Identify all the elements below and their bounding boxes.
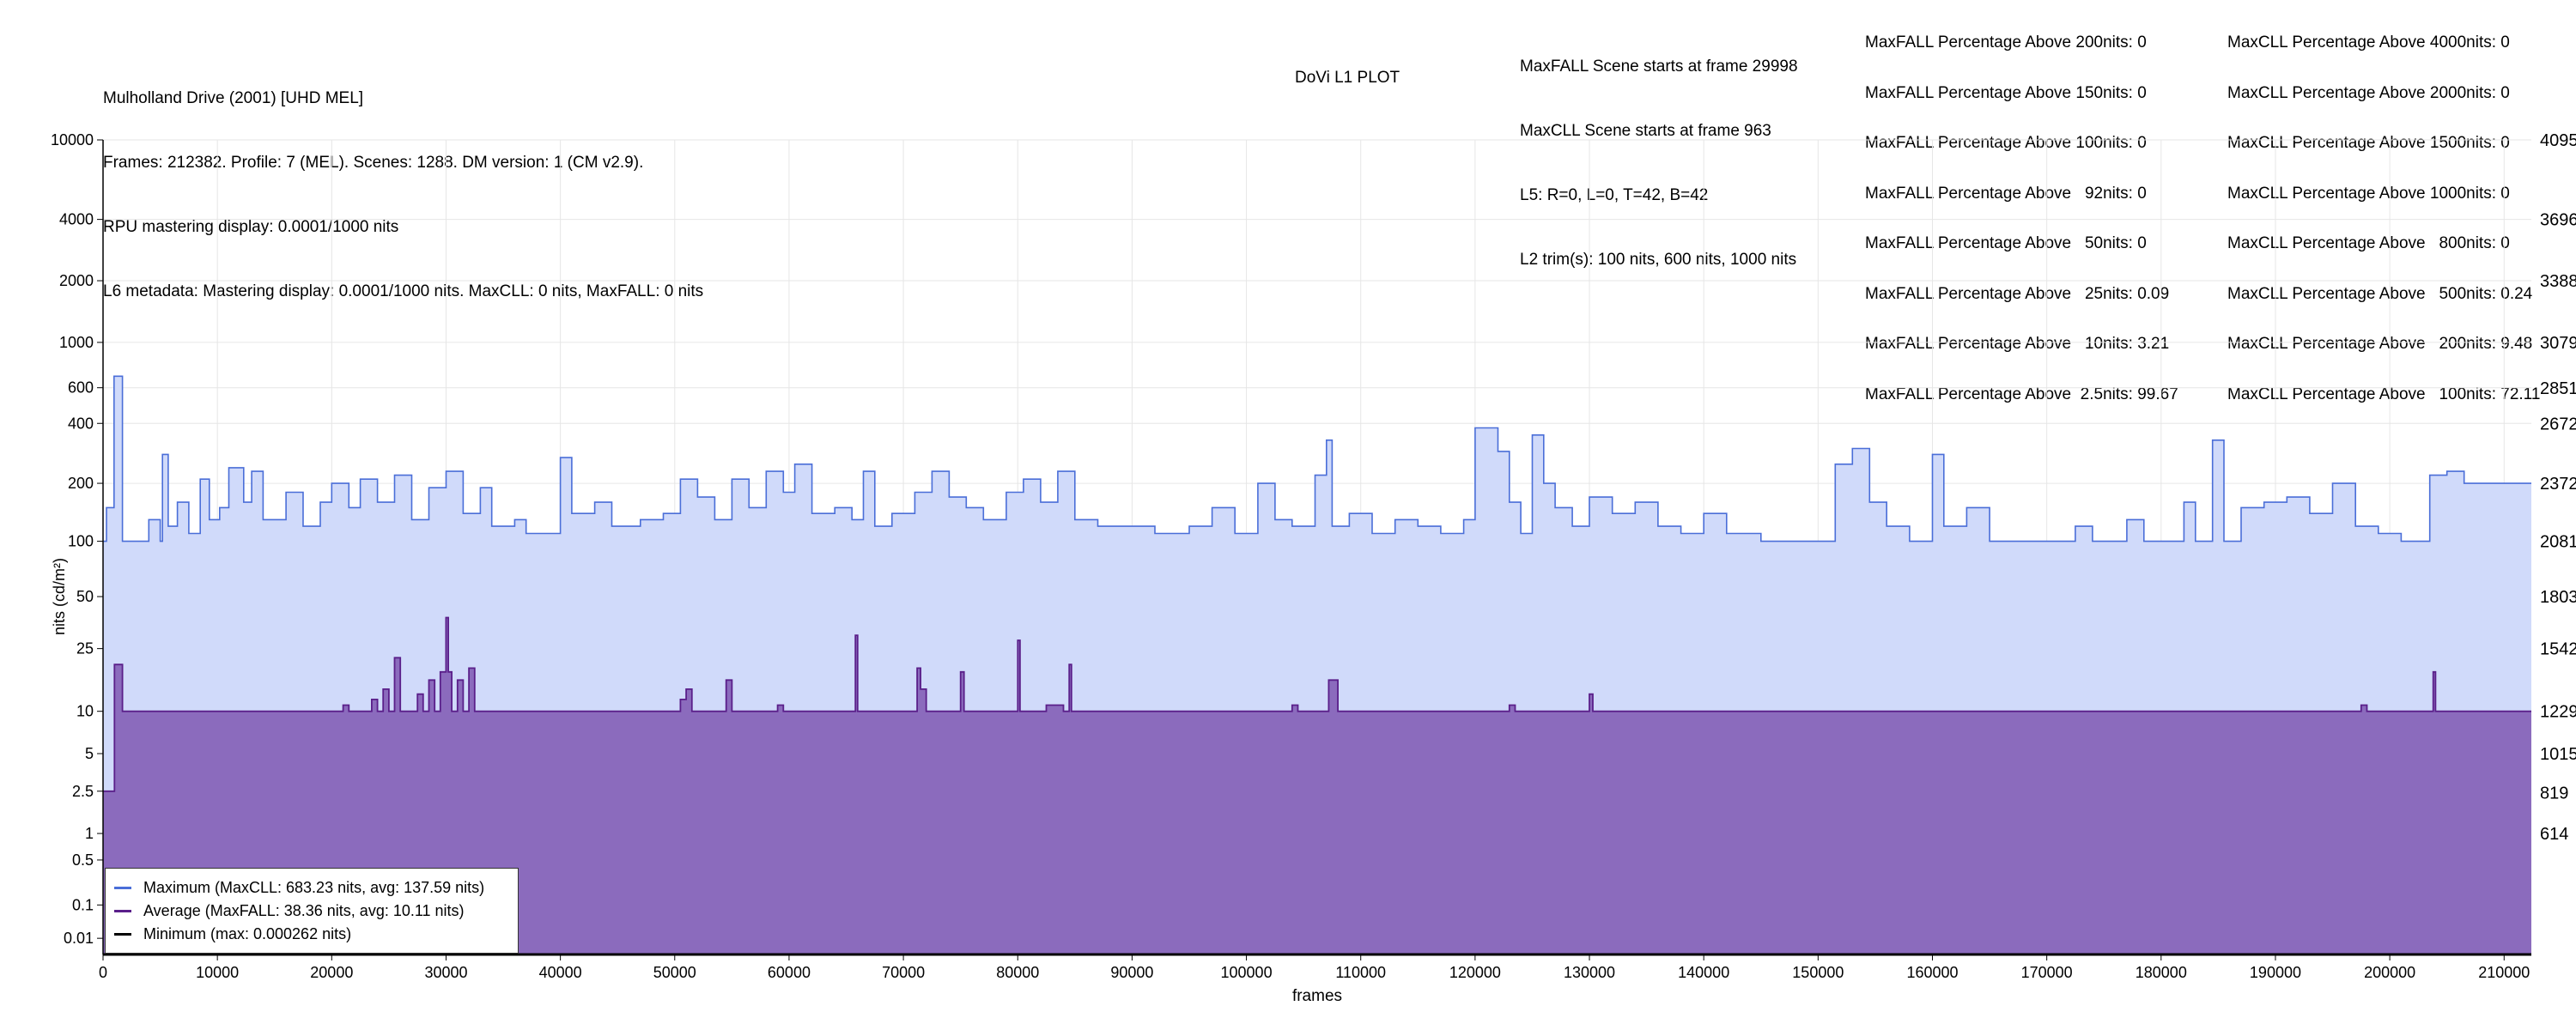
y-tick-label: 10000	[51, 131, 94, 148]
x-tick-label: 150000	[1792, 964, 1844, 981]
legend-label-maximum: Maximum (MaxCLL: 683.23 nits, avg: 137.5…	[143, 879, 485, 896]
series-maximum-line	[103, 375, 2531, 542]
maxcll-stat-row: MaxCLL Percentage Above 4000nits: 0	[2227, 33, 2510, 52]
y-tick-label: 0.1	[72, 896, 94, 913]
maxfall-stat-row: MaxFALL Percentage Above 2.5nits: 99.67	[1865, 385, 2178, 403]
y-right-tick-label: 3079	[2540, 334, 2576, 353]
y-tick-label: 10	[76, 703, 94, 720]
series-average-area	[103, 617, 2531, 954]
y-tick-label: 100	[68, 533, 94, 550]
maxfall-scene-info: MaxFALL Scene starts at frame 29998	[1520, 58, 1798, 76]
y-right-tick-label: 819	[2540, 784, 2568, 803]
x-tick-label: 90000	[1110, 964, 1153, 981]
frames-info: Frames: 212382. Profile: 7 (MEL). Scenes…	[103, 154, 644, 172]
y-right-tick-label: 1015	[2540, 745, 2576, 764]
y-tick-label: 2000	[59, 272, 94, 289]
legend-label-minimum: Minimum (max: 0.000262 nits)	[143, 925, 352, 942]
x-tick-label: 100000	[1221, 964, 1273, 981]
y-tick-label: 4000	[59, 211, 94, 228]
x-tick-label: 190000	[2250, 964, 2301, 981]
y-tick-label: 5	[85, 745, 94, 762]
y-tick-label: 0.01	[64, 930, 94, 947]
maxfall-stat-row: MaxFALL Percentage Above 50nits: 0	[1865, 234, 2147, 252]
y-tick-label: 2.5	[72, 783, 94, 800]
y-tick-label: 600	[68, 379, 94, 397]
y-right-tick-label: 3696	[2540, 211, 2576, 230]
y-right-tick-label: 1542	[2540, 640, 2576, 659]
y-right-tick-label: 2672	[2540, 415, 2576, 433]
maxcll-stat-row: MaxCLL Percentage Above 2000nits: 0	[2227, 83, 2510, 102]
legend-item-minimum: Minimum (max: 0.000262 nits)	[114, 922, 351, 946]
x-tick-label: 10000	[196, 964, 239, 981]
x-tick-label: 30000	[424, 964, 467, 981]
axis-layer	[97, 139, 2531, 960]
legend-label-average: Average (MaxFALL: 38.36 nits, avg: 10.11…	[143, 902, 465, 919]
maxcll-stat-row: MaxCLL Percentage Above 200nits: 9.48	[2227, 335, 2533, 353]
x-tick-label: 180000	[2136, 964, 2187, 981]
x-tick-label: 110000	[1335, 964, 1386, 981]
y-right-tick-label: 2372	[2540, 475, 2576, 494]
maxfall-stat-row: MaxFALL Percentage Above 200nits: 0	[1865, 33, 2147, 52]
x-tick-label: 40000	[539, 964, 582, 981]
maxfall-stats: MaxFALL Percentage Above 200nits: 0 MaxF…	[1865, 1, 2178, 420]
y-right-tick-label: 2851	[2540, 379, 2576, 398]
y-axis-label: nits (cd/m²)	[51, 558, 68, 635]
legend-item-maximum: Maximum (MaxCLL: 683.23 nits, avg: 137.5…	[114, 876, 484, 900]
legend-swatch-minimum	[114, 933, 131, 936]
maxfall-stat-row: MaxFALL Percentage Above 10nits: 3.21	[1865, 335, 2170, 353]
x-tick-label: 140000	[1678, 964, 1729, 981]
y-right-tick-label: 3388	[2540, 272, 2576, 291]
maxfall-stat-row: MaxFALL Percentage Above 150nits: 0	[1865, 83, 2147, 102]
x-tick-label: 20000	[310, 964, 353, 981]
legend-swatch-average	[114, 910, 131, 912]
maxcll-stat-row: MaxCLL Percentage Above 1000nits: 0	[2227, 184, 2510, 203]
x-tick-label: 120000	[1449, 964, 1501, 981]
maxcll-stat-row: MaxCLL Percentage Above 100nits: 72.11	[2227, 385, 2541, 403]
y-tick-label: 400	[68, 415, 94, 432]
x-axis-label: frames	[1292, 987, 1342, 1005]
x-tick-label: 60000	[768, 964, 811, 981]
rpu-mastering-info: RPU mastering display: 0.0001/1000 nits	[103, 218, 399, 236]
l6-metadata-info: L6 metadata: Mastering display: 0.0001/1…	[103, 282, 704, 300]
y-tick-label: 0.5	[72, 851, 94, 869]
x-tick-label: 170000	[2021, 964, 2073, 981]
maxcll-stat-row: MaxCLL Percentage Above 1500nits: 0	[2227, 134, 2510, 152]
y-tick-label: 200	[68, 475, 94, 492]
y-tick-label: 1000	[59, 334, 94, 351]
y-right-tick-label: 1229	[2540, 702, 2576, 721]
maxcll-stat-row: MaxCLL Percentage Above 500nits: 0.24	[2227, 284, 2533, 303]
x-tick-label: 210000	[2478, 964, 2530, 981]
film-title: Mulholland Drive (2001) [UHD MEL]	[103, 89, 364, 107]
maxfall-stat-row: MaxFALL Percentage Above 92nits: 0	[1865, 184, 2147, 203]
legend-item-average: Average (MaxFALL: 38.36 nits, avg: 10.11…	[114, 899, 465, 923]
plot-title: DoVi L1 PLOT	[1295, 69, 1400, 87]
l5-info: L5: R=0, L=0, T=42, B=42	[1520, 186, 1709, 204]
maxfall-stat-row: MaxFALL Percentage Above 100nits: 0	[1865, 134, 2147, 152]
x-tick-label: 200000	[2364, 964, 2415, 981]
x-tick-label: 50000	[653, 964, 696, 981]
y-tick-label: 1	[85, 825, 94, 842]
series-average-line	[103, 616, 2531, 792]
maxcll-stats: MaxCLL Percentage Above 4000nits: 0 MaxC…	[2227, 1, 2540, 420]
y-right-tick-label: 1803	[2540, 588, 2576, 607]
x-tick-label: 160000	[1906, 964, 1958, 981]
x-tick-label: 130000	[1564, 964, 1615, 981]
series-layer	[103, 375, 2531, 956]
y-right-tick-label: 4095	[2540, 131, 2576, 150]
maxcll-stat-row: MaxCLL Percentage Above 800nits: 0	[2227, 234, 2510, 252]
y-tick-label: 50	[76, 588, 94, 605]
y-right-tick-label: 2081	[2540, 533, 2576, 552]
maxcll-scene-info: MaxCLL Scene starts at frame 963	[1520, 122, 1771, 140]
label-layer: 0 10000 20000 30000 40000 50000 60000 70000 8000…	[51, 131, 2576, 1005]
legend-swatch-maximum	[114, 887, 131, 889]
x-tick-label: 80000	[996, 964, 1039, 981]
l2-trims-info: L2 trim(s): 100 nits, 600 nits, 1000 nit…	[1520, 251, 1797, 269]
x-tick-label: 70000	[882, 964, 925, 981]
x-tick-label: 0	[99, 964, 107, 981]
legend: Maximum (MaxCLL: 683.23 nits, avg: 137.5…	[105, 868, 519, 954]
y-right-tick-label: 614	[2540, 825, 2568, 844]
y-tick-label: 25	[76, 640, 94, 657]
